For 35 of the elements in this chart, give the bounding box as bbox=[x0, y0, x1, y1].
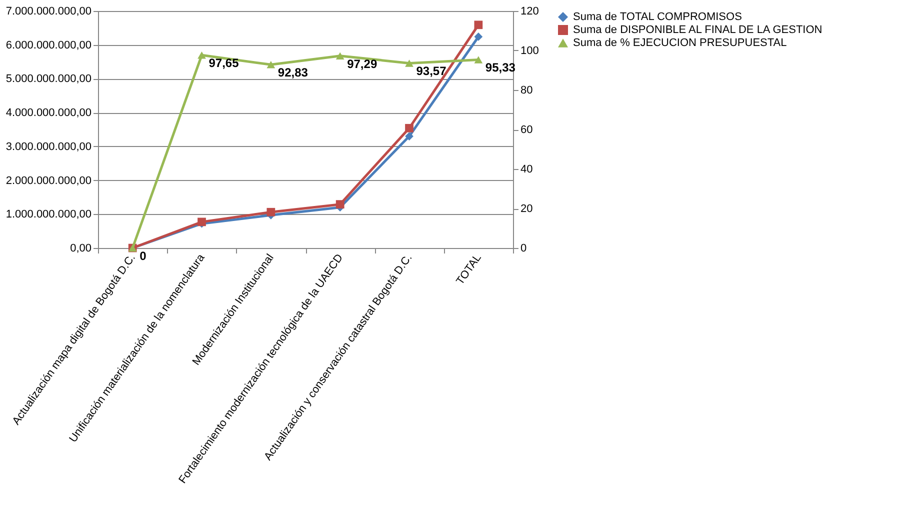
point bbox=[405, 60, 414, 67]
data-label: 0 bbox=[140, 249, 147, 263]
data-label: 97,65 bbox=[208, 56, 240, 70]
legend-label: Suma de % EJECUCION PRESUPUESTAL bbox=[573, 37, 787, 49]
point bbox=[405, 124, 414, 132]
y2-tick-label: 20 bbox=[520, 203, 533, 215]
legend-label: Suma de DISPONIBLE AL FINAL DE LA GESTION bbox=[573, 24, 822, 36]
point bbox=[198, 52, 206, 59]
y2-tick-label: 40 bbox=[520, 164, 533, 176]
y2-tick-label: 80 bbox=[520, 84, 533, 96]
point bbox=[405, 132, 414, 140]
data-label: 92,83 bbox=[278, 66, 308, 80]
data-label: 93,57 bbox=[416, 64, 447, 78]
point bbox=[266, 61, 276, 68]
point bbox=[474, 56, 483, 64]
point bbox=[266, 208, 276, 216]
y-tick-label: 7.000.000.000,00 bbox=[6, 6, 92, 18]
y-tick-label: 4.000.000.000,00 bbox=[6, 107, 92, 120]
y-tick-label: 2.000.000.000,00 bbox=[6, 174, 92, 187]
y2-tick-label: 120 bbox=[520, 6, 539, 18]
point bbox=[336, 52, 344, 60]
data-label: 95,33 bbox=[485, 60, 516, 75]
y-tick-label: 1.000.000.000,00 bbox=[6, 208, 92, 221]
point bbox=[474, 20, 483, 30]
y-tick-label: 3.000.000.000,00 bbox=[6, 140, 92, 153]
y2-tick-label: 60 bbox=[520, 124, 533, 136]
legend-label: Suma de TOTAL COMPROMISOS bbox=[573, 11, 742, 23]
y-tick-label: 6.000.000.000,00 bbox=[6, 39, 92, 52]
y-tick-label: 0,00 bbox=[70, 242, 92, 254]
y-tick-label: 5.000.000.000,00 bbox=[6, 73, 92, 86]
point bbox=[336, 200, 344, 209]
point bbox=[474, 32, 483, 41]
y2-tick-label: 0 bbox=[520, 242, 527, 254]
y2-tick-label: 100 bbox=[520, 45, 539, 57]
data-label: 97,29 bbox=[347, 56, 378, 71]
